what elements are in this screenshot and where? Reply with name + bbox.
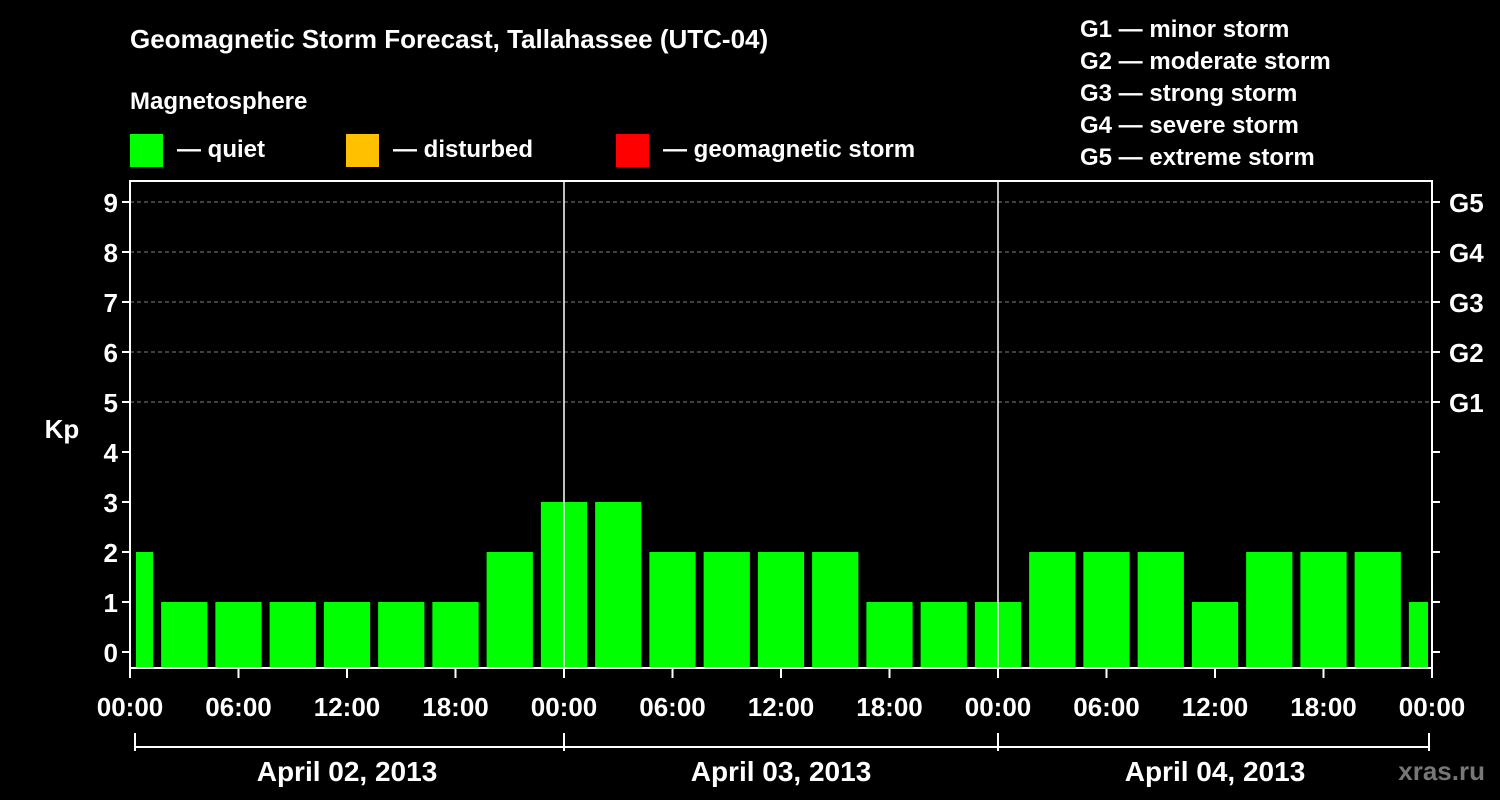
legend-label-3: — geomagnetic storm bbox=[663, 136, 915, 163]
y-tick-label-0: 0 bbox=[104, 638, 118, 668]
g-scale-label-G1: G1 bbox=[1449, 388, 1484, 418]
kp-bar-10 bbox=[595, 502, 642, 668]
kp-bar-11 bbox=[649, 552, 696, 668]
x-tick-label-9: 00:00 bbox=[965, 692, 1032, 722]
g-scale-label-G5: G5 bbox=[1449, 188, 1484, 218]
watermark: xras.ru bbox=[1398, 756, 1485, 786]
g-scale-label-G3: G3 bbox=[1449, 288, 1484, 318]
day-label-3: April 04, 2013 bbox=[1125, 756, 1306, 787]
y-tick-label-4: 4 bbox=[104, 438, 119, 468]
x-tick-label-6: 06:00 bbox=[639, 692, 706, 722]
x-tick-label-12: 18:00 bbox=[1290, 692, 1357, 722]
kp-bar-16 bbox=[920, 602, 967, 668]
storm-scale-item-5: G5 — extreme storm bbox=[1080, 144, 1315, 171]
day-label-2: April 03, 2013 bbox=[691, 756, 872, 787]
storm-scale-item-1: G1 — minor storm bbox=[1080, 16, 1289, 43]
kp-bar-3 bbox=[215, 602, 262, 668]
storm-scale-item-2: G2 — moderate storm bbox=[1080, 48, 1331, 75]
kp-bar-19 bbox=[1083, 552, 1130, 668]
day-label-1: April 02, 2013 bbox=[257, 756, 438, 787]
x-tick-label-4: 18:00 bbox=[422, 692, 489, 722]
kp-bar-12 bbox=[703, 552, 750, 668]
kp-bar-21 bbox=[1191, 602, 1239, 668]
kp-bar-7 bbox=[432, 602, 479, 668]
legend-title: Magnetosphere bbox=[130, 88, 307, 115]
y-tick-label-5: 5 bbox=[104, 388, 118, 418]
kp-bar-2 bbox=[161, 602, 208, 668]
x-tick-label-10: 06:00 bbox=[1073, 692, 1140, 722]
kp-bar-5 bbox=[323, 602, 371, 668]
x-tick-label-8: 18:00 bbox=[856, 692, 923, 722]
kp-bar-24 bbox=[1354, 552, 1401, 668]
kp-bar-1 bbox=[136, 552, 154, 668]
kp-bar-15 bbox=[866, 602, 913, 668]
legend-label-1: — quiet bbox=[177, 136, 265, 163]
x-tick-label-11: 12:00 bbox=[1182, 692, 1249, 722]
kp-bar-4 bbox=[269, 602, 316, 668]
x-tick-label-1: 00:00 bbox=[97, 692, 164, 722]
y-axis-label: Kp bbox=[45, 414, 80, 444]
y-tick-label-1: 1 bbox=[104, 588, 118, 618]
kp-bar-13 bbox=[757, 552, 805, 668]
storm-scale-item-4: G4 — severe storm bbox=[1080, 112, 1299, 139]
y-tick-label-2: 2 bbox=[104, 538, 118, 568]
kp-bar-14 bbox=[812, 552, 859, 668]
legend-swatch-1 bbox=[130, 134, 163, 167]
storm-scale-item-3: G3 — strong storm bbox=[1080, 80, 1297, 107]
y-tick-label-3: 3 bbox=[104, 488, 118, 518]
y-tick-label-9: 9 bbox=[104, 188, 118, 218]
x-tick-label-5: 00:00 bbox=[531, 692, 598, 722]
x-tick-label-7: 12:00 bbox=[748, 692, 815, 722]
y-tick-label-8: 8 bbox=[104, 238, 118, 268]
legend-label-2: — disturbed bbox=[393, 136, 533, 163]
kp-bar-20 bbox=[1137, 552, 1184, 668]
x-tick-label-3: 12:00 bbox=[314, 692, 381, 722]
x-tick-label-13: 00:00 bbox=[1399, 692, 1466, 722]
y-tick-label-6: 6 bbox=[104, 338, 118, 368]
kp-bar-23 bbox=[1300, 552, 1347, 668]
y-tick-label-7: 7 bbox=[104, 288, 118, 318]
x-tick-label-2: 06:00 bbox=[205, 692, 272, 722]
kp-bar-25 bbox=[1408, 602, 1428, 668]
kp-bar-18 bbox=[1029, 552, 1076, 668]
g-scale-label-G2: G2 bbox=[1449, 338, 1484, 368]
legend-swatch-3 bbox=[616, 134, 649, 167]
kp-bar-8 bbox=[486, 552, 533, 668]
kp-bar-22 bbox=[1246, 552, 1293, 668]
chart-title: Geomagnetic Storm Forecast, Tallahassee … bbox=[130, 24, 768, 54]
kp-bar-6 bbox=[378, 602, 425, 668]
g-scale-label-G4: G4 bbox=[1449, 238, 1484, 268]
legend-swatch-2 bbox=[346, 134, 379, 167]
